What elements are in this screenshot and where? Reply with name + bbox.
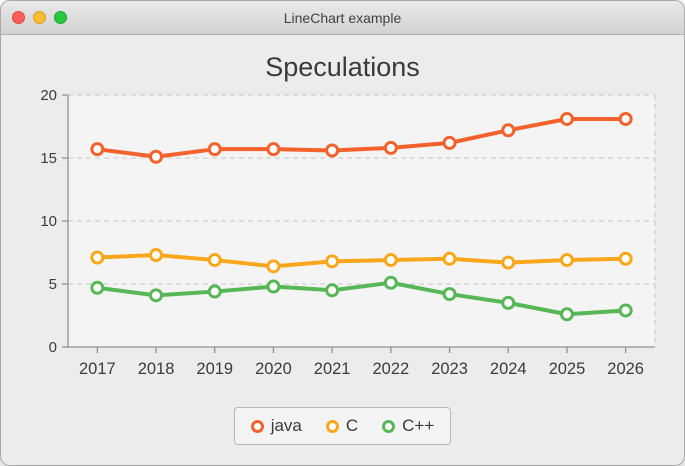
legend-marker-java-icon — [250, 419, 264, 433]
x-tick-label: 2019 — [196, 360, 233, 378]
data-point-C — [383, 253, 398, 268]
legend-marker-c-icon — [325, 419, 339, 433]
x-tick-label: 2023 — [431, 360, 468, 378]
data-point-java — [207, 142, 222, 157]
data-point-C++ — [618, 303, 633, 318]
minimize-button[interactable] — [33, 11, 46, 24]
x-tick-label: 2026 — [607, 360, 644, 378]
x-tick-label: 2021 — [313, 360, 350, 378]
data-point-C — [618, 251, 633, 266]
data-point-C++ — [559, 307, 574, 322]
data-point-C — [442, 251, 457, 266]
y-tick-label: 15 — [40, 150, 57, 167]
y-tick-label: 5 — [48, 276, 56, 293]
data-point-C — [559, 253, 574, 268]
data-point-java — [265, 142, 280, 157]
data-point-java — [442, 135, 457, 150]
y-tick-label: 0 — [48, 339, 56, 356]
y-tick-label: 20 — [40, 87, 57, 104]
zoom-button[interactable] — [54, 11, 67, 24]
titlebar[interactable]: LineChart example — [1, 1, 684, 35]
legend-label-c: C — [345, 416, 359, 435]
y-tick-label: 10 — [40, 213, 57, 230]
x-tick-label: 2024 — [489, 360, 526, 378]
close-button[interactable] — [12, 11, 25, 24]
x-tick-label: 2020 — [255, 360, 292, 378]
legend-item-java: java — [250, 416, 302, 436]
data-point-C — [265, 259, 280, 274]
series-line-java — [94, 116, 628, 159]
series-line-C++ — [94, 280, 628, 317]
legend-marker-cpp-icon — [382, 419, 396, 433]
data-point-C++ — [207, 284, 222, 299]
legend-item-cpp: C++ — [382, 416, 434, 436]
chart-container: Speculations 0 5 10 15 20 2017 2018 2019 2020 202… — [1, 35, 684, 445]
line-chart: 0 5 10 15 20 2017 2018 2019 2020 2021 2022 2023 2024… — [40, 87, 656, 378]
data-point-java — [383, 140, 398, 155]
data-point-java — [618, 111, 633, 126]
x-tick-label: 2022 — [372, 360, 409, 378]
x-tick-label: 2025 — [548, 360, 585, 378]
data-point-C++ — [500, 295, 515, 310]
window-controls — [12, 11, 67, 24]
data-point-C — [207, 253, 222, 268]
x-tick-label: 2018 — [137, 360, 174, 378]
data-point-C — [500, 255, 515, 270]
data-point-C — [324, 254, 339, 269]
legend-label-cpp: C++ — [402, 416, 435, 435]
data-point-java — [89, 142, 104, 157]
legend-label-java: java — [270, 416, 302, 435]
chart-legend: java C C++ — [233, 407, 452, 445]
chart-title: Speculations — [265, 52, 420, 82]
data-point-java — [148, 149, 163, 164]
data-point-C++ — [442, 287, 457, 302]
data-point-C++ — [89, 280, 104, 295]
x-tick-label: 2017 — [78, 360, 115, 378]
data-point-C — [148, 248, 163, 263]
window-title: LineChart example — [283, 9, 402, 26]
data-point-java — [324, 143, 339, 158]
data-point-C++ — [383, 275, 398, 290]
data-point-C — [89, 250, 104, 265]
legend-item-c: C — [325, 416, 359, 436]
data-point-java — [500, 123, 515, 138]
series-line-C — [94, 253, 628, 269]
data-point-C++ — [265, 279, 280, 294]
data-point-java — [559, 111, 574, 126]
data-point-C++ — [148, 288, 163, 303]
data-point-C++ — [324, 283, 339, 298]
